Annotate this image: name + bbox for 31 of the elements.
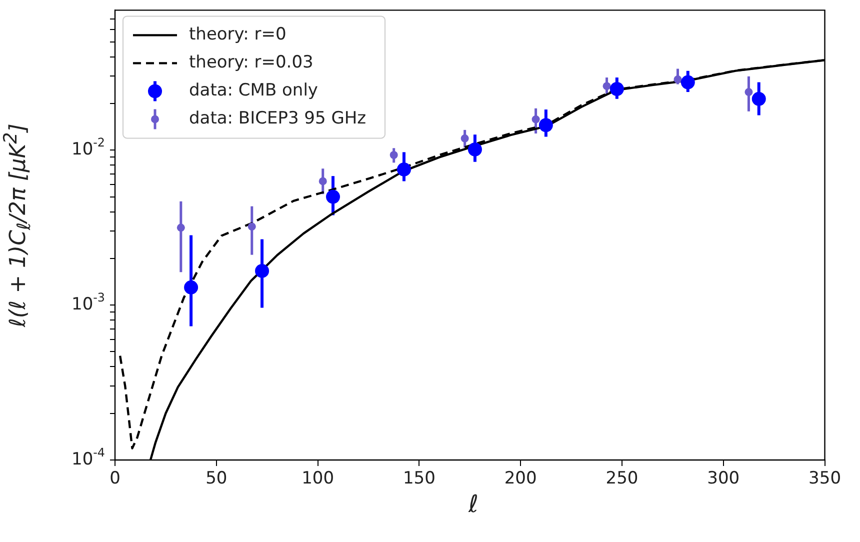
x-tick-label: 50 [206, 468, 228, 489]
x-tick-label: 100 [302, 468, 334, 489]
point [460, 134, 469, 142]
point [468, 142, 482, 156]
point [390, 151, 398, 160]
point [602, 82, 611, 90]
x-tick-label: 250 [606, 468, 638, 489]
point [396, 162, 411, 176]
legend-label: theory: r=0.03 [189, 52, 314, 73]
x-tick-label: 150 [402, 468, 436, 489]
x-axis-title: ℓ [467, 490, 480, 518]
point [176, 224, 185, 232]
point [248, 222, 256, 231]
point [680, 75, 695, 90]
x-tick-label: 0 [110, 468, 120, 489]
x-tick-label: 350 [808, 468, 842, 489]
point [184, 280, 198, 294]
x-tick-label: 200 [504, 468, 537, 489]
point [538, 118, 553, 132]
point [674, 75, 682, 84]
point [744, 88, 753, 96]
point [255, 264, 270, 278]
point [532, 115, 540, 124]
legend-label: theory: r=0 [189, 24, 286, 45]
point [326, 190, 340, 204]
point [610, 82, 624, 96]
legend-label: data: BICEP3 95 GHz [189, 108, 366, 129]
legend-label: data: CMB only [189, 80, 318, 101]
point [752, 92, 766, 106]
point [318, 177, 327, 186]
x-tick-label: 300 [707, 468, 740, 489]
